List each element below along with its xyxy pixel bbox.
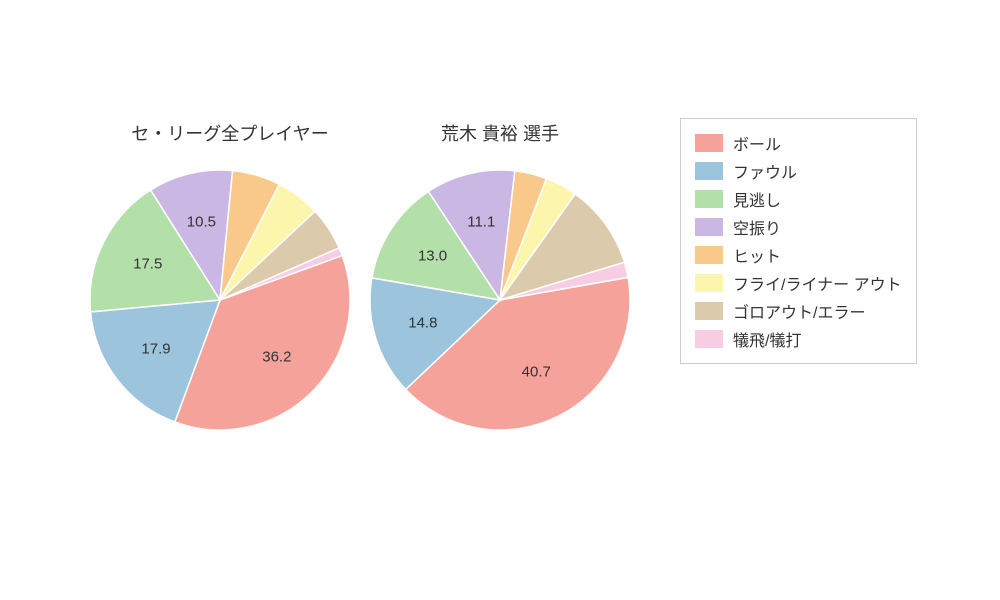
legend-item-flyout: フライ/ライナー アウト — [695, 269, 902, 297]
legend-item-miss: 見逃し — [695, 185, 902, 213]
legend-swatch — [695, 190, 723, 208]
legend-label: 空振り — [733, 215, 781, 239]
legend: ボールファウル見逃し空振りヒットフライ/ライナー アウトゴロアウト/エラー犠飛/… — [680, 118, 917, 364]
slice-label: 10.5 — [187, 213, 216, 230]
chart-title: セ・リーグ全プレイヤー — [120, 120, 340, 146]
slice-label: 40.7 — [522, 363, 551, 380]
legend-label: ヒット — [733, 243, 781, 267]
pie-chart — [88, 168, 352, 432]
pie-wrap — [368, 168, 632, 437]
legend-swatch — [695, 274, 723, 292]
slice-label: 13.0 — [418, 247, 447, 264]
legend-swatch — [695, 246, 723, 264]
slice-label: 36.2 — [262, 349, 291, 366]
pie-chart — [368, 168, 632, 432]
legend-label: 見逃し — [733, 187, 781, 211]
legend-swatch — [695, 162, 723, 180]
legend-label: ボール — [733, 131, 781, 155]
legend-item-ball: ボール — [695, 129, 902, 157]
legend-item-swing: 空振り — [695, 213, 902, 241]
legend-item-groundout: ゴロアウト/エラー — [695, 297, 902, 325]
legend-item-hit: ヒット — [695, 241, 902, 269]
legend-label: フライ/ライナー アウト — [733, 271, 902, 295]
legend-label: 犠飛/犠打 — [733, 327, 801, 351]
figure-container: セ・リーグ全プレイヤー 36.2 17.9 17.5 10.5 荒木 貴裕 選手 40.7 1… — [0, 0, 1000, 600]
legend-item-sac: 犠飛/犠打 — [695, 325, 902, 353]
legend-label: ファウル — [733, 159, 797, 183]
legend-label: ゴロアウト/エラー — [733, 299, 865, 323]
slice-label: 17.9 — [141, 341, 170, 358]
slice-label: 11.1 — [467, 213, 495, 230]
legend-swatch — [695, 218, 723, 236]
legend-swatch — [695, 134, 723, 152]
slice-label: 17.5 — [133, 256, 162, 273]
legend-swatch — [695, 330, 723, 348]
slice-label: 14.8 — [408, 315, 437, 332]
chart-title: 荒木 貴裕 選手 — [390, 120, 610, 146]
legend-swatch — [695, 302, 723, 320]
pie-wrap — [88, 168, 352, 437]
legend-item-foul: ファウル — [695, 157, 902, 185]
